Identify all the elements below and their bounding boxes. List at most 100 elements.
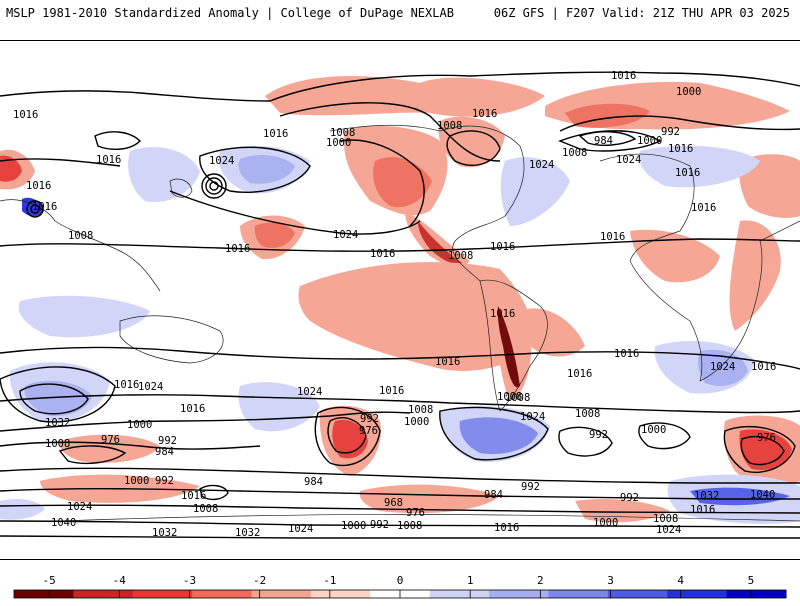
isobar-label: 1016 — [690, 504, 715, 516]
isobar-label: 984 — [304, 476, 323, 488]
isobar-label: 1016 — [225, 243, 250, 255]
isobar-label: 1024 — [288, 523, 313, 535]
isobar-label: 1008 — [497, 391, 522, 403]
coastlines — [0, 124, 800, 522]
isobar-label: 1008 — [397, 520, 422, 532]
colorbar-segment — [489, 590, 549, 598]
colorbar-tick-label: -3 — [182, 574, 197, 587]
isobar-label: 1032 — [45, 417, 70, 429]
isobar-label: 1016 — [370, 248, 395, 260]
colorbar-segment — [667, 590, 728, 598]
colorbar-segment — [132, 590, 193, 598]
isobar-label: 1016 — [263, 128, 288, 140]
isobar-label: 1016 — [26, 180, 51, 192]
isobar-label: 1016 — [751, 361, 776, 373]
isobar-label: 1032 — [235, 527, 260, 539]
colorbar-segment — [429, 590, 490, 598]
isobar-label: 1016 — [379, 385, 404, 397]
colorbar-tick-label: 3 — [607, 574, 614, 587]
isobar-label: 984 — [594, 135, 613, 147]
isobar-label: 1024 — [333, 229, 358, 241]
isobar-label: 1016 — [96, 154, 121, 166]
isobar-label: 1016 — [490, 241, 515, 253]
colorbar-tick-label: -5 — [42, 574, 56, 587]
isobar-label: 1008 — [448, 250, 473, 262]
colorbar-segment — [73, 590, 134, 598]
isobar-label: 1024 — [520, 411, 545, 423]
isobar-label: 1024 — [209, 155, 234, 167]
colorbar-tick-label: -4 — [112, 574, 126, 587]
isobar-label: 992 — [521, 481, 540, 493]
isobar-label: 992 — [155, 475, 174, 487]
isobar-label: 1008 — [330, 127, 355, 139]
isobar-label: 1008 — [505, 392, 530, 404]
isobar-label: 1008 — [562, 147, 587, 159]
colorbar-tick-label: -1 — [323, 574, 337, 587]
isobar-label: 1000 — [124, 475, 149, 487]
isobar-label: 1000 — [593, 517, 618, 529]
isobar-label: 1008 — [575, 408, 600, 420]
isobar-label: 968 — [384, 497, 403, 509]
isobar-label: 1024 — [710, 361, 735, 373]
colorbar-segment — [548, 590, 609, 598]
isobar-label: 984 — [155, 446, 174, 458]
isobar-label: 992 — [360, 413, 379, 425]
isobar-label: 992 — [589, 429, 608, 441]
isobar-label: 1016 — [114, 379, 139, 391]
isobars — [0, 71, 800, 539]
isobar-label: 1000 — [326, 137, 351, 149]
isobar-label: 1016 — [675, 167, 700, 179]
isobar-label: 1000 — [641, 424, 666, 436]
isobar-label: 1024 — [297, 386, 322, 398]
isobar-label: 1008 — [653, 513, 678, 525]
isobar-label: 1024 — [616, 154, 641, 166]
isobar-label: 1016 — [668, 143, 693, 155]
isobar-label: 1024 — [67, 501, 92, 513]
isobar-label: 1032 — [694, 490, 719, 502]
colorbar-tick-label: 0 — [396, 574, 404, 587]
colorbar-tick-label: -2 — [253, 574, 267, 587]
isobar-label: 1032 — [152, 527, 177, 539]
isobar-label: 992 — [158, 435, 177, 447]
colorbar-tick-label: 2 — [537, 574, 544, 587]
isobar-label: 1000 — [127, 419, 152, 431]
map-panel: 1016 1000 1016 1016 1008 1000 1008 1016 … — [0, 40, 800, 560]
isobar-label: 976 — [101, 434, 120, 446]
isobar-label: 976 — [359, 425, 378, 437]
isobar-label: 1016 — [490, 308, 515, 320]
isobar-label: 1016 — [435, 356, 460, 368]
isobar-label: 1016 — [691, 202, 716, 214]
isobar-label: 1000 — [404, 416, 429, 428]
isobar-label: 1008 — [408, 404, 433, 416]
isobar-label: 1024 — [529, 159, 554, 171]
isobar-label: 992 — [620, 492, 639, 504]
isobar-label: 1000 — [676, 86, 701, 98]
isobar-label: 1008 — [437, 120, 462, 132]
colorbar-segment — [310, 590, 371, 598]
isobar-label: 1024 — [138, 381, 163, 393]
colorbar-tick-label: 1 — [466, 574, 474, 587]
colorbar-segment — [192, 590, 253, 598]
colorbar-tick-label: 4 — [677, 574, 685, 587]
isobar-label: 976 — [406, 507, 425, 519]
isobar-label: 1016 — [614, 348, 639, 360]
isobar-label: 1016 — [13, 109, 38, 121]
isobar-label: 1040 — [750, 489, 775, 501]
isobar-label: 1016 — [472, 108, 497, 120]
isobar-label: 1008 — [193, 503, 218, 515]
isobar-label: 1016 — [32, 201, 57, 213]
isobar-label: 1016 — [494, 522, 519, 534]
isobar-label: 1008 — [68, 230, 93, 242]
isobar-label: 984 — [484, 489, 503, 501]
isobar-labels: 1016 1000 1016 1016 1008 1000 1008 1016 … — [13, 70, 776, 539]
isobar-label: 1000 — [637, 135, 662, 147]
colorbar-segment — [607, 590, 668, 598]
isobar-label: 1016 — [181, 490, 206, 502]
isobar-label: 1000 — [341, 520, 366, 532]
isobar-label: 1016 — [600, 231, 625, 243]
isobar-label: 1024 — [656, 524, 681, 536]
isobar-label: 992 — [370, 519, 389, 531]
isobar-label: 976 — [757, 432, 776, 444]
isobar-label: 1040 — [51, 517, 76, 529]
anomaly-map: 1016 1000 1016 1016 1008 1000 1008 1016 … — [0, 70, 800, 539]
